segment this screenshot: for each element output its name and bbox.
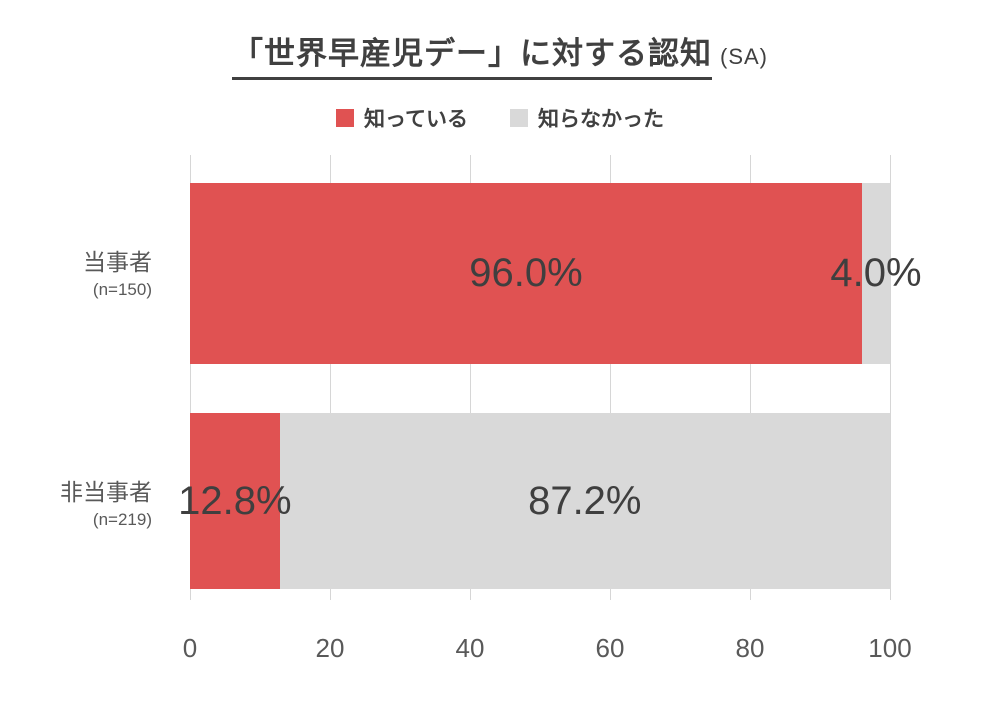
gridline [750, 155, 751, 600]
category-sample-size: (n=219) [92, 509, 152, 529]
chart-area: 当事者 (n=150) 非当事者 (n=219) 96.0% 4.0% 12.8… [0, 155, 1000, 695]
gridline [890, 155, 891, 600]
x-tick-label: 60 [595, 633, 625, 663]
bar-segment-aware: 96.0% [190, 183, 862, 364]
bar-segment-unaware: 4.0% [830, 183, 922, 364]
chart-title-suffix: (SA) [720, 44, 768, 69]
bar-row: 12.8% 87.2% [178, 413, 890, 589]
data-label: 4.0% [830, 251, 922, 295]
legend-item-unaware: 知らなかった [509, 103, 664, 133]
chart-title-text: 「世界早産児デー」に対する認知 [232, 36, 712, 80]
x-axis: 0 20 40 60 80 100 [183, 633, 912, 669]
plot-area: 96.0% 4.0% 12.8% 87.2% [178, 155, 922, 600]
chart-legend: 知っている 知らなかった [0, 103, 1000, 133]
data-label: 96.0% [469, 251, 583, 295]
x-tick-label: 20 [315, 633, 345, 663]
x-tick-label: 0 [182, 633, 198, 663]
legend-swatch-aware-icon [336, 109, 355, 127]
gridline [190, 155, 191, 600]
legend-swatch-unaware-icon [509, 109, 528, 127]
gridline [610, 155, 611, 600]
bar-segment-unaware: 87.2% [279, 413, 890, 589]
category-sample-size: (n=150) [92, 279, 152, 299]
x-tick-label: 80 [735, 633, 765, 663]
category-label-hitojisha: 非当事者 (n=219) [0, 479, 152, 530]
category-name: 当事者 [83, 249, 152, 275]
category-label-tojisha: 当事者 (n=150) [0, 249, 152, 300]
x-tick-label: 100 [868, 633, 912, 663]
category-name: 非当事者 [60, 479, 152, 505]
title-area: 「世界早産児デー」に対する認知 (SA) [0, 0, 1000, 80]
data-label: 12.8% [178, 478, 292, 523]
x-tick-label: 40 [455, 633, 485, 663]
legend-item-aware: 知っている [336, 103, 468, 133]
legend-label-aware: 知っている [364, 108, 468, 131]
gridline [330, 155, 331, 600]
bar-segment-aware: 12.8% [178, 413, 292, 589]
legend-label-unaware: 知らなかった [537, 108, 664, 131]
chart-title: 「世界早産児デー」に対する認知 (SA) [232, 28, 768, 80]
bar-row: 96.0% 4.0% [190, 183, 922, 364]
gridline [470, 155, 471, 600]
data-label: 87.2% [528, 478, 642, 523]
